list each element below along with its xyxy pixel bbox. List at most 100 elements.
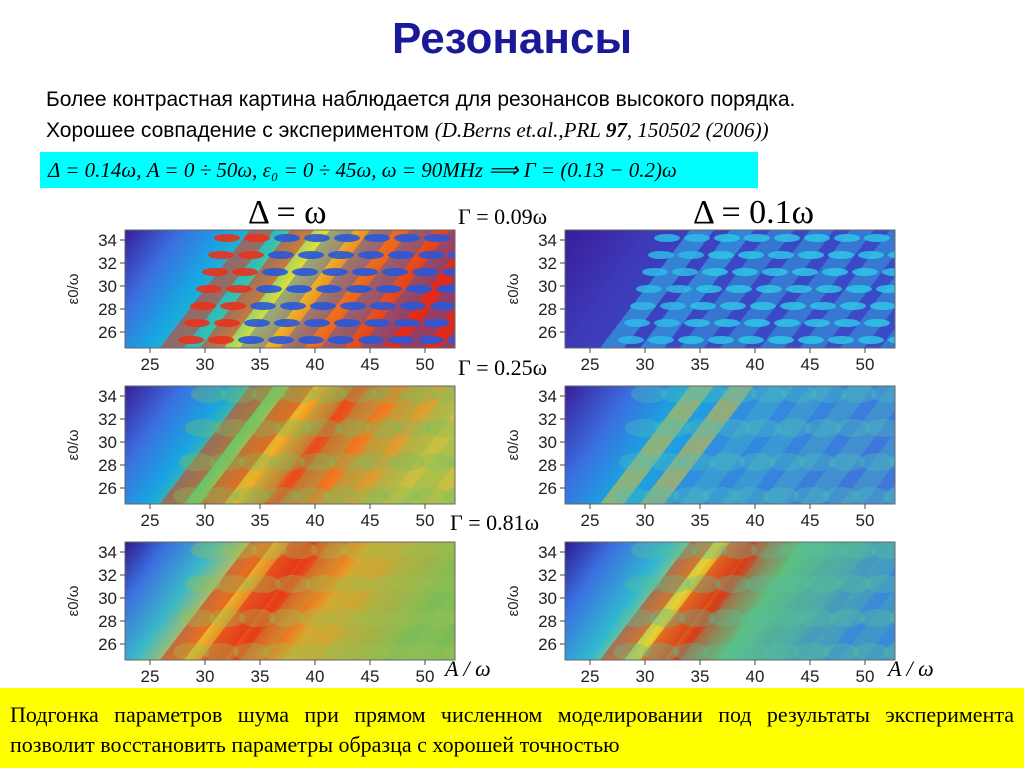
- resonance-spot: [293, 643, 329, 660]
- resonance-spot: [649, 453, 685, 471]
- resonance-spot: [431, 542, 455, 559]
- density-plot: 25 30 35 40 45 50 34 32 30 28 26 ε0/ω: [500, 378, 905, 533]
- resonance-stripe: [840, 587, 895, 660]
- plot-svg: 25 30 35 40 45 50 34 32 30 28 26 ε0/ω: [65, 541, 456, 686]
- x-tick-label: 35: [691, 511, 710, 530]
- resonance-spot: [829, 453, 865, 471]
- y-tick-label: 30: [538, 589, 557, 608]
- resonance-spot: [365, 575, 401, 593]
- resonance-spot: [685, 419, 721, 437]
- y-tick-label: 26: [98, 323, 117, 342]
- resonance-spot: [353, 643, 389, 660]
- resonance-spot: [190, 302, 216, 310]
- resonance-spot: [256, 285, 282, 293]
- y-tick-label: 34: [98, 231, 117, 250]
- x-tick-label: 40: [746, 355, 765, 374]
- resonance-spot: [401, 386, 437, 403]
- resonance-spot: [859, 453, 895, 471]
- resonance-spot: [793, 643, 829, 660]
- y-tick-label: 30: [98, 433, 117, 452]
- resonance-spot: [179, 609, 215, 627]
- resonance-spot: [703, 487, 739, 504]
- resonance-spot: [329, 609, 365, 627]
- resonance-spot: [630, 302, 656, 310]
- resonance-spot: [419, 453, 455, 471]
- plot-frame: [564, 385, 896, 505]
- resonance-spot: [179, 453, 215, 471]
- resonance-spot: [215, 419, 251, 437]
- resonance-spot: [191, 542, 227, 559]
- resonance-spot: [781, 542, 817, 559]
- resonance-stripe: [280, 542, 394, 660]
- resonance-spot: [888, 336, 895, 344]
- y-axis-label: ε0/ω: [65, 273, 82, 304]
- resonance-stripe: [320, 386, 434, 504]
- resonance-spot: [690, 302, 716, 310]
- y-tick-label: 34: [538, 387, 557, 406]
- resonance-spot: [214, 319, 240, 327]
- resonance-spot: [834, 234, 860, 242]
- resonance-spot: [804, 319, 830, 327]
- resonance-spot: [774, 319, 800, 327]
- resonance-stripe: [640, 542, 754, 660]
- x-tick-label: 35: [691, 667, 710, 686]
- resonance-spot: [382, 268, 408, 276]
- resonance-spot: [685, 575, 721, 593]
- resonance-spot: [448, 251, 455, 259]
- resonance-spot: [239, 453, 275, 471]
- resonance-spot: [340, 302, 366, 310]
- resonance-spot: [678, 251, 704, 259]
- resonance-spot: [322, 268, 348, 276]
- x-tick-label: 30: [636, 667, 655, 686]
- resonance-spot: [442, 268, 455, 276]
- resonance-spot: [751, 386, 787, 403]
- resonance-spot: [883, 487, 895, 504]
- resonance-spot: [173, 487, 209, 504]
- resonance-spot: [455, 575, 491, 593]
- reference-open: (D.Berns et.al.,PRL: [434, 118, 606, 142]
- left-column-header: Δ = ω: [248, 194, 327, 231]
- resonance-stripe: [240, 386, 354, 504]
- resonance-spot: [413, 487, 449, 504]
- resonance-spot: [864, 234, 890, 242]
- resonance-spot: [298, 336, 324, 344]
- x-tick-label: 30: [636, 355, 655, 374]
- resonance-spot: [191, 386, 227, 403]
- resonance-spot: [251, 386, 287, 403]
- resonance-spot: [184, 319, 210, 327]
- resonance-spot: [401, 542, 437, 559]
- resonance-spot: [364, 234, 390, 242]
- resonance-spot: [840, 302, 866, 310]
- resonance-spot: [804, 234, 830, 242]
- resonance-spot: [799, 609, 835, 627]
- resonance-stripe: [600, 542, 714, 660]
- y-tick-label: 32: [538, 254, 557, 273]
- resonance-stripe: [400, 587, 455, 660]
- resonance-spot: [418, 251, 444, 259]
- resonance-spot: [648, 251, 674, 259]
- resonance-spot: [245, 419, 281, 437]
- resonance-spot: [430, 302, 455, 310]
- resonance-spot: [660, 302, 686, 310]
- resonance-pattern: [160, 386, 455, 504]
- plot-svg: 25 30 35 40 45 50 34 32 30 28 26 ε0/ω: [65, 229, 456, 374]
- resonance-spot: [672, 268, 698, 276]
- x-tick-label: 45: [361, 667, 380, 686]
- y-tick-label: 26: [98, 635, 117, 654]
- y-tick-label: 34: [98, 387, 117, 406]
- y-axis-label: ε0/ω: [65, 585, 82, 616]
- x-tick-label: 40: [306, 355, 325, 374]
- resonance-spot: [454, 236, 455, 240]
- resonance-spot: [709, 453, 745, 471]
- resonance-spot: [769, 609, 805, 627]
- resonance-spot: [691, 386, 727, 403]
- resonance-spot: [613, 487, 649, 504]
- y-tick-label: 26: [538, 323, 557, 342]
- resonance-spot: [364, 319, 390, 327]
- resonance-spot: [883, 643, 895, 660]
- resonance-stripe: [880, 640, 895, 660]
- resonance-spot: [281, 386, 317, 403]
- y-tick-label: 34: [538, 231, 557, 250]
- resonance-spot: [335, 575, 371, 593]
- y-tick-label: 26: [98, 479, 117, 498]
